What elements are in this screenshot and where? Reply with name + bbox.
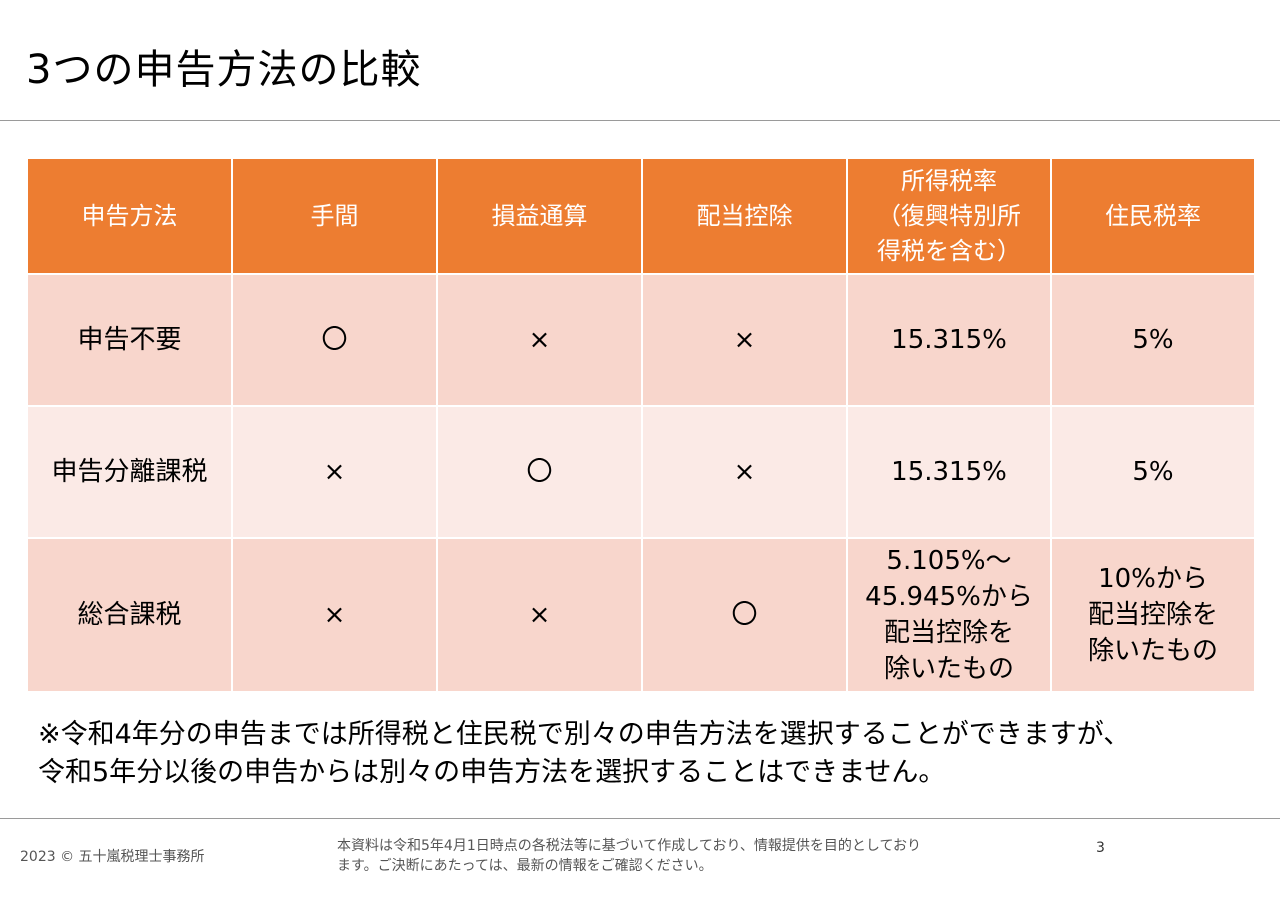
cell-resident-tax-rate: 5%	[1050, 273, 1256, 407]
table-header-row: 申告方法 手間 損益通算 配当控除 所得税率 （復興特別所 得税を含む） 住民税…	[26, 157, 1256, 275]
copyright: 2023 © 五十嵐税理士事務所	[20, 849, 205, 865]
cell-resident-tax-rate: 10%から 配当控除を 除いたもの	[1050, 537, 1256, 693]
disclaimer-line-1: 本資料は令和5年4月1日時点の各税法等に基づいて作成しており、情報提供を目的とし…	[337, 838, 922, 854]
footnote-line-2: 令和5年分以後の申告からは別々の申告方法を選択することはできません。	[38, 757, 946, 788]
header-resident-tax-rate: 住民税率	[1050, 157, 1256, 275]
cell-loss-offset: ×	[436, 537, 643, 693]
header-method: 申告方法	[26, 157, 233, 275]
header-loss-offset: 損益通算	[436, 157, 643, 275]
header-dividend-deduction: 配当控除	[641, 157, 848, 275]
header-effort: 手間	[231, 157, 438, 275]
cell-income-tax-rate: 15.315%	[846, 273, 1052, 407]
title-divider	[0, 120, 1280, 121]
cell-loss-offset: 〇	[436, 405, 643, 539]
cell-dividend-deduction: ×	[641, 405, 848, 539]
cell-income-tax-rate: 15.315%	[846, 405, 1052, 539]
footnote-line-1: ※令和4年分の申告までは所得税と住民税で別々の申告方法を選択することができますが…	[38, 719, 1131, 750]
cell-effort: 〇	[231, 273, 438, 407]
comparison-table: 申告方法 手間 損益通算 配当控除 所得税率 （復興特別所 得税を含む） 住民税…	[26, 157, 1256, 693]
comparison-table-container: 申告方法 手間 損益通算 配当控除 所得税率 （復興特別所 得税を含む） 住民税…	[26, 157, 1256, 693]
slide-title: 3つの申告方法の比較	[26, 47, 422, 93]
cell-method: 申告不要	[26, 273, 233, 407]
cell-resident-tax-rate: 5%	[1050, 405, 1256, 539]
footer-divider	[0, 818, 1280, 819]
disclaimer: 本資料は令和5年4月1日時点の各税法等に基づいて作成しており、情報提供を目的とし…	[337, 836, 1037, 876]
disclaimer-line-2: ます。ご決断にあたっては、最新の情報をご確認ください。	[337, 858, 713, 874]
cell-effort: ×	[231, 405, 438, 539]
header-income-tax-rate: 所得税率 （復興特別所 得税を含む）	[846, 157, 1052, 275]
cell-effort: ×	[231, 537, 438, 693]
table-row: 総合課税 × × 〇 5.105%～ 45.945%から 配当控除を 除いたもの…	[26, 537, 1256, 693]
cell-dividend-deduction: 〇	[641, 537, 848, 693]
table-row: 申告分離課税 × 〇 × 15.315% 5%	[26, 405, 1256, 539]
cell-income-tax-rate: 5.105%～ 45.945%から 配当控除を 除いたもの	[846, 537, 1052, 693]
page-number: 3	[1096, 840, 1105, 856]
cell-method: 総合課税	[26, 537, 233, 693]
cell-dividend-deduction: ×	[641, 273, 848, 407]
footnote: ※令和4年分の申告までは所得税と住民税で別々の申告方法を選択することができますが…	[38, 716, 1258, 792]
table-row: 申告不要 〇 × × 15.315% 5%	[26, 273, 1256, 407]
cell-loss-offset: ×	[436, 273, 643, 407]
cell-method: 申告分離課税	[26, 405, 233, 539]
